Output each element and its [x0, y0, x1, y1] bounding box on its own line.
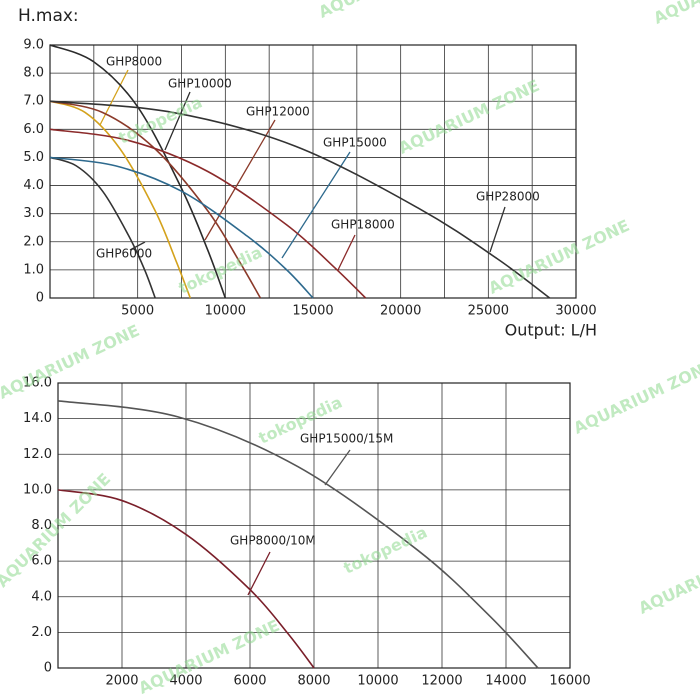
y-tick-label: 0: [36, 291, 44, 306]
series-label: GHP15000/15M: [300, 432, 393, 446]
pump-curve: [49, 128, 367, 299]
watermark: AQUARIUM ZONE: [651, 0, 700, 28]
series-label: GHP18000: [331, 218, 395, 232]
x-tick-label: 20000: [380, 304, 421, 319]
label-leader: [247, 551, 271, 596]
pump-curve: [49, 156, 314, 299]
y-tick-label: 14.0: [23, 411, 52, 426]
label-leader: [281, 151, 351, 259]
label-leader: [324, 449, 351, 486]
pump-curve: [57, 489, 315, 669]
label-leader: [99, 69, 129, 126]
y-tick-label: 8.0: [31, 518, 52, 533]
series-label: GHP28000: [476, 190, 540, 204]
series-label: GHP8000: [106, 55, 162, 69]
y-tick-label: 10.0: [23, 482, 52, 497]
series-label: GHP8000/10M: [230, 534, 316, 548]
y-tick-label: 6.0: [31, 554, 52, 569]
series-label: GHP6000: [96, 247, 152, 261]
x-tick-label: 16000: [549, 674, 590, 689]
y-tick-label: 9.0: [23, 38, 44, 53]
pump-curve: [49, 100, 192, 299]
y-tick-label: 3.0: [23, 206, 44, 221]
x-tick-label: 8000: [297, 674, 330, 689]
y-tick-label: 2.0: [23, 234, 44, 249]
x-tick-label: 4000: [169, 674, 202, 689]
x-tick-label: 6000: [233, 674, 266, 689]
pump-curve: [49, 156, 156, 299]
watermark: AQUARIUM ZONE: [486, 216, 633, 298]
label-leader: [164, 91, 191, 151]
watermark: AQUARIUM ZONE: [316, 0, 463, 22]
x-tick-label: 2000: [105, 674, 138, 689]
y-tick-label: 8.0: [23, 66, 44, 81]
y-tick-label: 4.0: [31, 589, 52, 604]
watermark: AQUARIUM ZONE: [636, 536, 700, 618]
y-tick-label: 4.0: [23, 178, 44, 193]
x-tick-label: 15000: [292, 304, 333, 319]
pump-curve: [57, 400, 539, 669]
label-leader: [129, 241, 146, 251]
x-tick-label: 30000: [555, 304, 596, 319]
x-tick-label: 5000: [121, 304, 154, 319]
series-label: GHP10000: [168, 77, 232, 91]
series-label: GHP12000: [246, 105, 310, 119]
watermark: AQUARIUM ZONE: [571, 356, 700, 438]
y-tick-label: 16.0: [23, 376, 52, 391]
x-tick-label: 10000: [205, 304, 246, 319]
x-tick-label: 12000: [421, 674, 462, 689]
y-tick-label: 6.0: [23, 122, 44, 137]
y-tick-label: 2.0: [31, 625, 52, 640]
watermark: AQUARIUM ZONE: [0, 469, 114, 591]
watermark: AQUARIUM ZONE: [0, 321, 142, 403]
x-tick-label: 25000: [468, 304, 509, 319]
y-tick-label: 1.0: [23, 262, 44, 277]
y-tick-label: 5.0: [23, 150, 44, 165]
y-tick-label: 7.0: [23, 94, 44, 109]
y-tick-label: 0: [44, 661, 52, 676]
watermark: tokopedia: [116, 92, 205, 147]
x-tick-label: 10000: [357, 674, 398, 689]
label-leader: [337, 234, 356, 271]
watermark: AQUARIUM ZONE: [396, 76, 543, 158]
pump-curve: [49, 100, 551, 299]
x-axis-label: Output: L/H: [505, 321, 597, 340]
y-tick-label: 12.0: [23, 447, 52, 462]
pump-curve: [49, 100, 262, 299]
label-leader: [204, 119, 276, 241]
series-label: GHP15000: [323, 136, 387, 150]
y-axis-label: H.max:: [18, 6, 79, 26]
label-leader: [489, 206, 506, 253]
x-tick-label: 14000: [485, 674, 526, 689]
